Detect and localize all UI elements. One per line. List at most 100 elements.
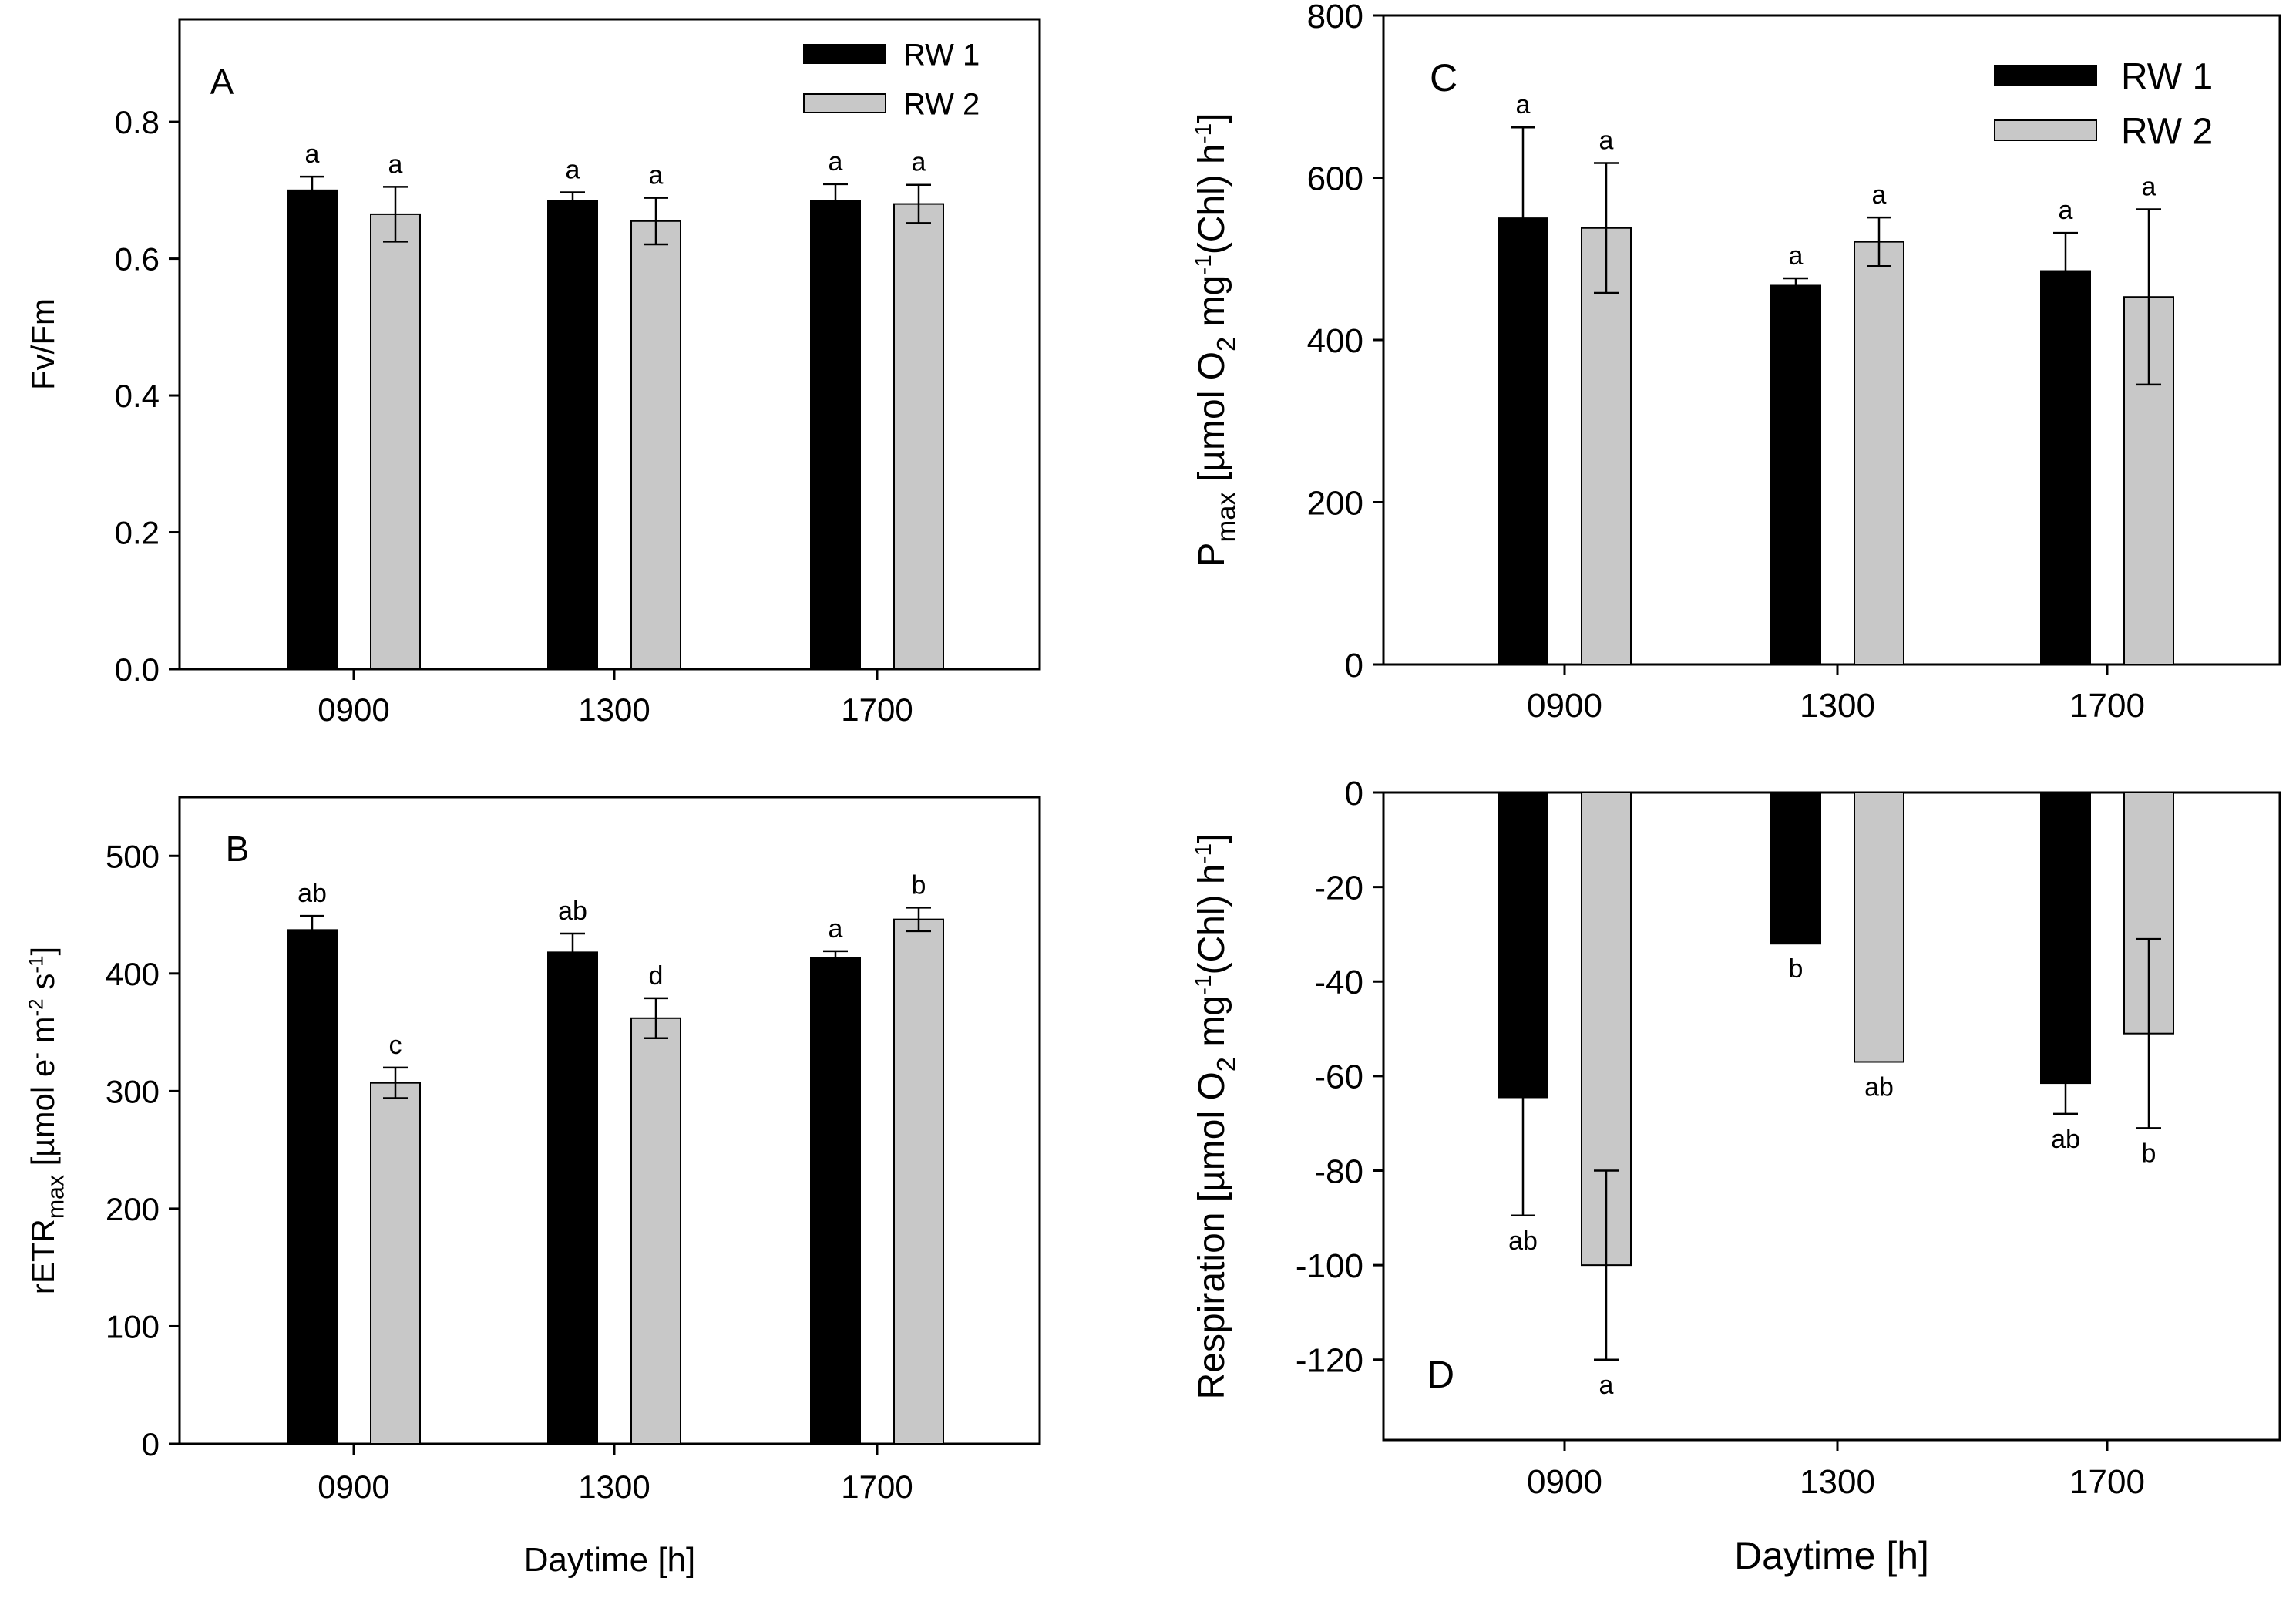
panel-D-frame: [1382, 791, 2281, 1442]
panel-A-significance-letter: a: [912, 148, 926, 177]
panel-C-significance-letter: a: [1599, 126, 1614, 156]
panel-B-bar-rw2-0900: [370, 1082, 421, 1445]
panel-A-frame: [178, 18, 1041, 671]
panel-B-significance-letter: ab: [298, 879, 327, 908]
panel-B-ytick-label: 500: [106, 838, 160, 874]
panel-A-legend-label: RW 2: [903, 87, 980, 121]
panel-C-legend-swatch: [1994, 65, 2097, 86]
panel-B-ytick-label: 400: [106, 956, 160, 992]
panel-A-category-label: 1300: [578, 691, 650, 728]
panel-D-bar-rw1-1700: [2040, 792, 2091, 1085]
panel-C-legend-swatch: [1994, 119, 2097, 141]
panel-D-category-label: 0900: [1527, 1463, 1602, 1501]
panel-A-ylabel-text: Fv/FmFv/Fm: [25, 298, 61, 390]
panel-A-bar-rw2-0900: [370, 213, 421, 670]
panel-C-bar-rw2-0900: [1581, 227, 1632, 665]
panel-B-category-label: 1300: [578, 1469, 650, 1505]
panel-B-label: B: [226, 829, 250, 869]
panel-B-category-label: 1700: [841, 1469, 913, 1505]
panel-A-significance-letter: a: [305, 140, 320, 169]
panel-D-significance-letter: ab: [1508, 1226, 1538, 1256]
panel-C-significance-letter: a: [2142, 173, 2156, 202]
panel-D-significance-letter: b: [2142, 1139, 2156, 1168]
panel-B-bar-rw1-1700: [810, 957, 861, 1445]
panel-C-significance-letter: a: [1872, 180, 1887, 210]
panel-D-significance-letter: ab: [1864, 1072, 1894, 1102]
panel-A-significance-letter: a: [388, 150, 403, 179]
panel-C-ytick-label: 800: [1307, 0, 1363, 35]
panel-D-ytick-label: -120: [1296, 1342, 1363, 1380]
panel-D-significance-letter: b: [1789, 954, 1804, 984]
panel-A-significance-letter: a: [566, 156, 580, 185]
panel-B-bar-rw2-1700: [893, 918, 944, 1445]
panel-A-ytick-label: 0.6: [115, 241, 160, 278]
panel-C-ytick-label: 0: [1345, 647, 1363, 685]
panel-B-ytick-label: 200: [106, 1191, 160, 1227]
panel-A-category-label: 1700: [841, 691, 913, 728]
panel-B-ytick-label: 0: [142, 1426, 160, 1462]
panel-A-ytick-label: 0.8: [115, 104, 160, 140]
panel-D-bar-rw1-1300: [1770, 792, 1821, 945]
panel-A-significance-letter: a: [649, 161, 664, 190]
panel-B-significance-letter: ab: [558, 897, 587, 926]
panel-C-ytick-label: 400: [1307, 322, 1363, 360]
panel-A-category-label: 0900: [318, 691, 389, 728]
panel-C-significance-letter: a: [1516, 90, 1531, 119]
panel-C-bar-rw1-1300: [1770, 284, 1821, 665]
panel-C-bar-rw1-1700: [2040, 270, 2091, 665]
panel-B: 0 100 200 300 400 500 0900 1300 1700 ab ab a c d b BrET…: [24, 796, 1041, 1579]
panel-D-bar-rw2-1300: [1854, 792, 1904, 1063]
panel-B-significance-letter: d: [649, 961, 664, 991]
panel-B-ylabel-text: rETRmax [µmol e⁻ m⁻² s⁻¹]rETRmax [µmol e…: [24, 947, 69, 1294]
panel-C-ylabel-text: Pmax [µmol O₂ mg⁻¹(Chl) h⁻¹]Pmax [µmol O…: [1191, 113, 1241, 567]
panel-A-bar-rw2-1700: [893, 203, 944, 670]
panel-A-significance-letter: a: [829, 147, 843, 177]
panel-C-legend-label: RW 1: [2121, 56, 2213, 97]
panel-C: 0 200 400 600 800 0900 1300 1700 a a a a a a C RW 1 RW 2…: [1191, 0, 2281, 725]
panel-A-bar-rw2-1300: [630, 220, 681, 670]
panel-D-category-label: 1300: [1800, 1463, 1875, 1501]
panel-D-ytick-label: -20: [1314, 869, 1363, 907]
panel-C-significance-letter: a: [2059, 196, 2073, 225]
panel-B-category-label: 0900: [318, 1469, 389, 1505]
panel-A-legend: RW 1 RW 2: [803, 38, 980, 121]
panel-B-significance-letter: a: [829, 914, 843, 944]
panel-A-ytick-label: 0.4: [115, 378, 160, 414]
panel-D-label: D: [1427, 1353, 1454, 1396]
panel-B-ytick-label: 300: [106, 1073, 160, 1109]
panel-C-label: C: [1430, 56, 1457, 99]
panel-D: 0 -20 -40 -60 -80 -100 -120 0900 1300 1700 ab b ab a a…: [1191, 775, 2281, 1577]
panel-D-ytick-label: -100: [1296, 1247, 1363, 1285]
panel-C-category-label: 1700: [2069, 687, 2145, 725]
panel-B-bar-rw1-1300: [547, 951, 598, 1445]
panel-A-label: A: [210, 62, 234, 102]
panel-D-category-label: 1700: [2069, 1463, 2145, 1501]
panel-D-ylabel-text: Respiration [µmol O₂ mg⁻¹(Chl) h⁻¹]Respi…: [1191, 833, 1241, 1400]
panel-C-bar-rw2-1300: [1854, 241, 1904, 665]
panel-D-ytick-label: 0: [1345, 775, 1363, 813]
panel-C-ytick-label: 600: [1307, 160, 1363, 197]
panel-A-legend-label: RW 1: [903, 38, 980, 72]
panel-A-ylabel: Fv/FmFv/Fm: [25, 298, 61, 390]
panel-A-legend-swatch: [803, 93, 886, 113]
panel-C-legend: RW 1 RW 2: [1994, 56, 2213, 152]
panel-B-frame: [178, 796, 1041, 1445]
panel-C-legend-label: RW 2: [2121, 111, 2213, 152]
panel-A-ytick-label: 0.0: [115, 651, 160, 688]
panel-D-ytick-label: -60: [1314, 1058, 1363, 1096]
panel-D-xlabel: Daytime [h]: [1734, 1534, 1929, 1577]
panel-C-ylabel: Pmax [µmol O₂ mg⁻¹(Chl) h⁻¹]Pmax [µmol O…: [1191, 113, 1241, 567]
panel-C-category-label: 0900: [1527, 687, 1602, 725]
panel-A-bar-rw1-0900: [287, 189, 338, 670]
panel-D-ytick-label: -80: [1314, 1152, 1363, 1190]
panel-A-legend-swatch: [803, 44, 886, 64]
panel-C-category-label: 1300: [1800, 687, 1875, 725]
panel-C-significance-letter: a: [1789, 241, 1804, 271]
panel-B-ylabel: rETRmax [µmol e⁻ m⁻² s⁻¹]rETRmax [µmol e…: [24, 947, 69, 1294]
panel-D-significance-letter: a: [1599, 1371, 1614, 1400]
panel-B-ytick-label: 100: [106, 1309, 160, 1345]
panel-A-ytick-label: 0.2: [115, 515, 160, 551]
panel-C-ytick-label: 200: [1307, 484, 1363, 522]
panel-B-xlabel: Daytime [h]: [524, 1541, 696, 1579]
